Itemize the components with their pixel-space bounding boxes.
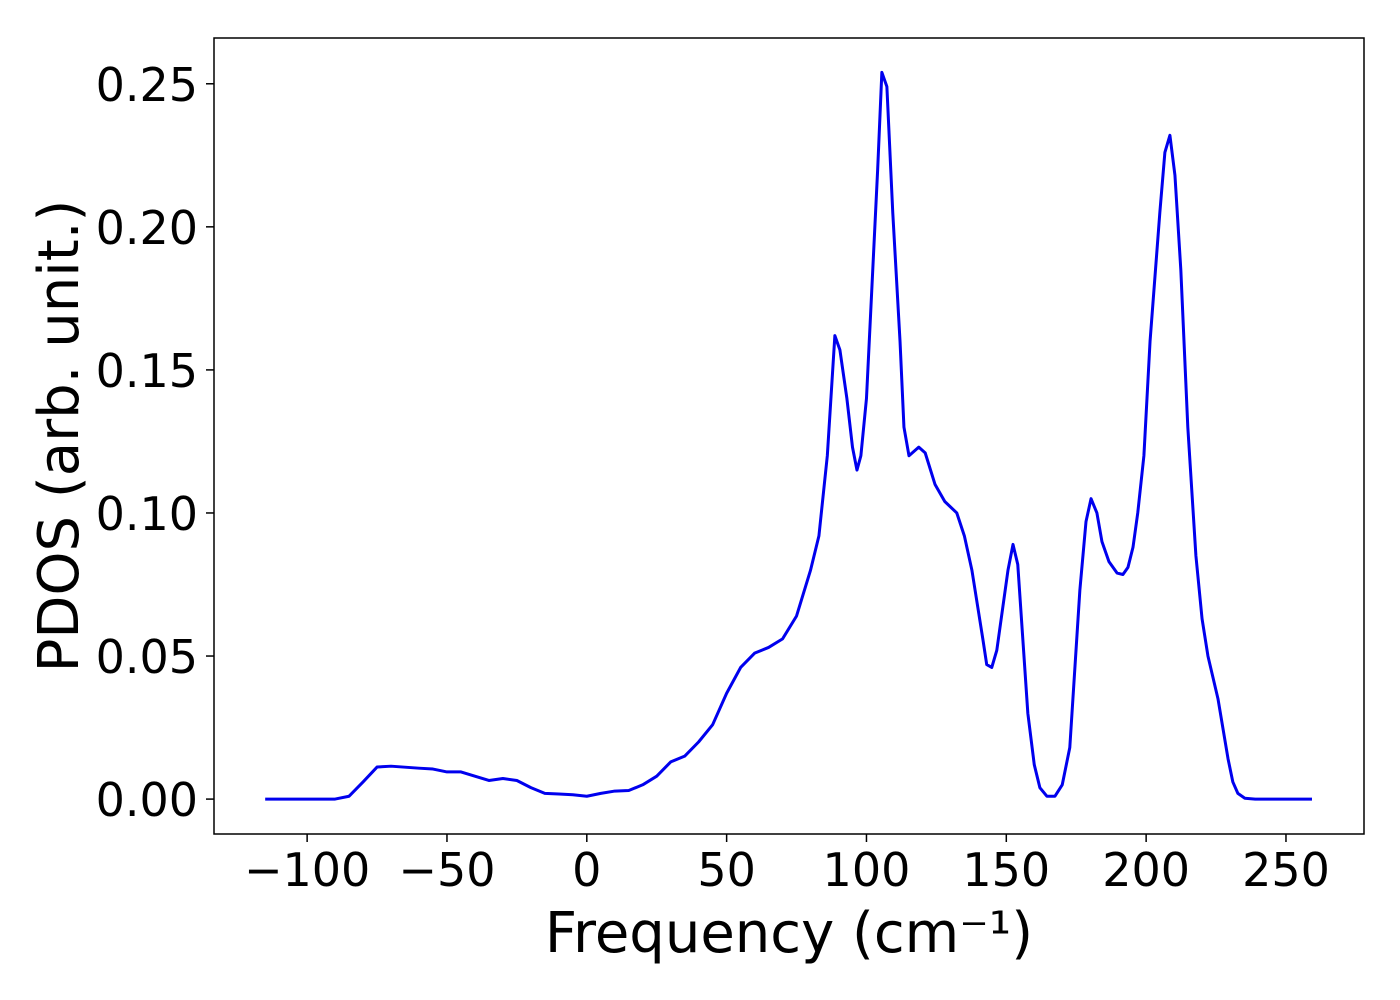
x-tick-label: 250 — [1242, 843, 1330, 897]
x-tick-label: 150 — [962, 843, 1050, 897]
y-tick-label: 0.05 — [96, 630, 198, 684]
plot-frame — [213, 37, 1365, 835]
x-axis-label: Frequency (cm⁻¹) — [545, 901, 1033, 966]
x-tick-label: −100 — [244, 843, 370, 897]
y-tick-label: 0.10 — [96, 487, 198, 541]
y-tick-label: 0.20 — [96, 201, 198, 255]
y-tick-label: 0.15 — [96, 344, 198, 398]
y-tick-label: 0.25 — [96, 58, 198, 112]
x-tick-label: 0 — [572, 843, 601, 897]
x-tick-label: 100 — [823, 843, 911, 897]
y-axis-label: PDOS (arb. unit.) — [27, 200, 92, 673]
data-line — [265, 70, 1312, 801]
x-tick-label: −50 — [398, 843, 495, 897]
y-tick-label: 0.00 — [96, 773, 198, 827]
x-tick-label: 200 — [1102, 843, 1190, 897]
x-tick-label: 50 — [697, 843, 756, 897]
